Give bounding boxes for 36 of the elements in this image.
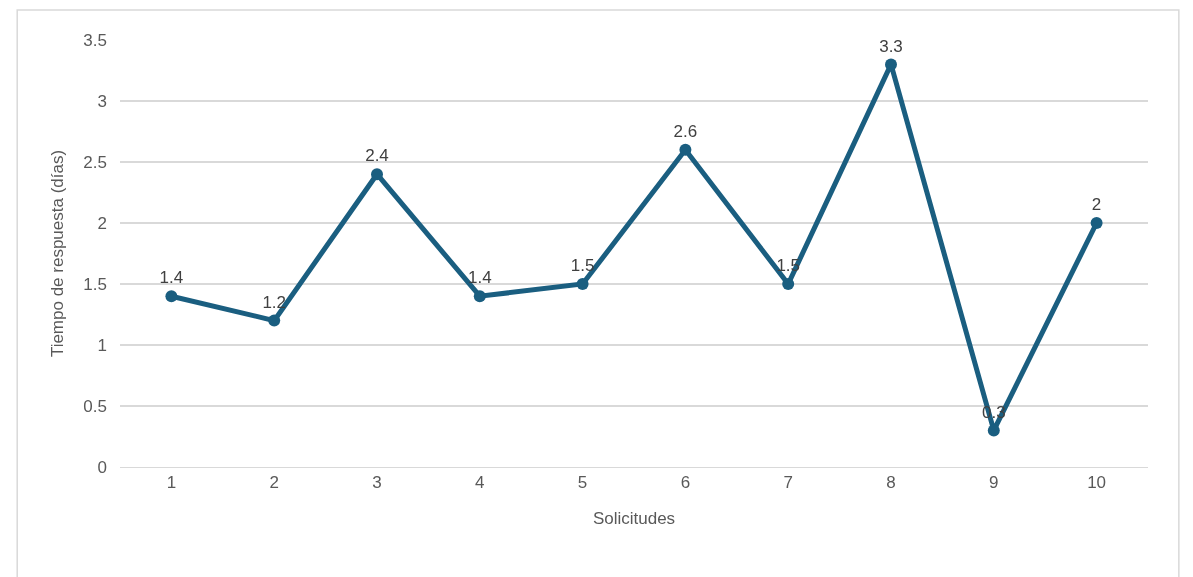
x-tick-label: 9 — [989, 473, 999, 493]
data-label: 1.4 — [467, 268, 492, 288]
x-tick-label: 2 — [269, 473, 279, 493]
point — [1090, 217, 1103, 229]
point — [268, 314, 281, 327]
y-axis-title: Tiempo de respuesta (días) — [47, 149, 67, 358]
x-tick-label: 3 — [372, 473, 382, 493]
y-tick-label: 0 — [97, 457, 107, 477]
point — [576, 278, 589, 290]
data-label: 1.2 — [262, 292, 287, 312]
data-label: 1.5 — [570, 256, 595, 276]
x-tick-label: 4 — [475, 473, 485, 493]
y-tick-label: 2 — [97, 213, 107, 233]
data-label: 2.4 — [365, 146, 389, 166]
data-label: 1.4 — [159, 268, 184, 288]
y-tick-label: 0.5 — [83, 396, 107, 416]
data-label: 3.3 — [879, 36, 903, 56]
data-label: 2 — [1091, 195, 1102, 215]
x-tick-label: 1 — [166, 473, 177, 493]
x-tick-label: 6 — [680, 473, 691, 493]
y-tick-label: 1 — [97, 335, 107, 355]
x-tick-label: 5 — [577, 473, 588, 493]
point — [371, 168, 383, 181]
point — [782, 278, 795, 290]
x-tick-label: 7 — [783, 473, 793, 493]
data-label: 2.6 — [673, 122, 698, 142]
x-tick-label: 10 — [1087, 473, 1107, 493]
x-tick-label: 8 — [886, 473, 896, 493]
point — [679, 143, 692, 156]
point — [473, 290, 486, 303]
y-tick-label: 3 — [97, 91, 107, 111]
x-axis-title: Solicitudes — [592, 508, 676, 528]
y-tick-label: 3.5 — [83, 30, 107, 50]
y-tick-label: 2.5 — [83, 152, 107, 172]
y-tick-label: 1.5 — [83, 274, 107, 294]
point — [165, 290, 178, 303]
